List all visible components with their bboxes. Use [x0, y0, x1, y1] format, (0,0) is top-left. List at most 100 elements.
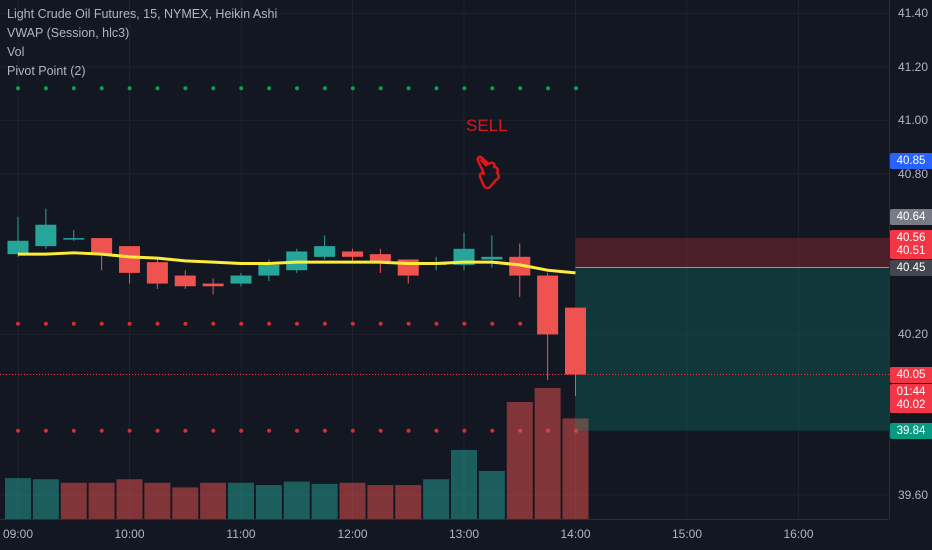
- pivot-dot: [406, 321, 411, 326]
- pivot-dot: [406, 428, 411, 433]
- pivot-dot: [378, 321, 383, 326]
- pivot-dot: [155, 321, 160, 326]
- candle-body: [7, 240, 29, 255]
- candle-body: [342, 251, 363, 257]
- pivot-dot: [462, 86, 467, 91]
- legend-symbol[interactable]: Light Crude Oil Futures, 15, NYMEX, Heik…: [7, 7, 278, 21]
- price-badge: 40.45: [890, 259, 932, 276]
- pivot-dot: [267, 321, 272, 326]
- pivot-dot: [350, 321, 355, 326]
- pivot-dot: [43, 321, 48, 326]
- pivot-dot: [378, 428, 383, 433]
- candle-body: [119, 246, 140, 273]
- legend-vwap[interactable]: VWAP (Session, hlc3): [7, 26, 130, 40]
- volume-bar: [562, 418, 589, 519]
- y-tick-label: 41.00: [898, 113, 929, 128]
- sell-annotation[interactable]: SELL: [466, 116, 508, 135]
- y-tick-label: 41.40: [898, 6, 929, 21]
- pivot-dot: [462, 428, 467, 433]
- pivot-dot: [71, 321, 76, 326]
- pivot-dot: [43, 86, 48, 91]
- pivot-dot: [99, 428, 104, 433]
- y-tick-label: 39.60: [898, 487, 929, 502]
- pivot-dot: [322, 321, 327, 326]
- volume-bar: [60, 482, 87, 519]
- pivot-dot: [99, 86, 104, 91]
- pivot-dot: [183, 86, 188, 91]
- candle-body: [258, 264, 280, 276]
- volume-bar: [283, 481, 310, 519]
- volume-bar: [88, 482, 115, 519]
- profit-target-zone: [575, 267, 889, 431]
- x-tick-label: 16:00: [783, 527, 814, 541]
- x-tick-label: 12:00: [337, 527, 368, 541]
- volume-bar: [144, 482, 171, 519]
- candle-body: [174, 275, 196, 287]
- pivot-dot: [127, 86, 132, 91]
- candle-body: [537, 275, 559, 335]
- pivot-dot: [350, 86, 355, 91]
- y-tick-label: 40.20: [898, 327, 929, 342]
- pivot-dot: [295, 321, 299, 326]
- pivot-dot: [155, 428, 160, 433]
- volume-bar: [339, 482, 366, 519]
- pivot-dot: [127, 428, 132, 433]
- pivot-dot: [267, 86, 272, 91]
- volume-bar: [255, 485, 282, 519]
- short-position-tool[interactable]: [575, 238, 890, 431]
- pivot-dot: [490, 321, 495, 326]
- candle-body: [369, 254, 391, 263]
- candle-body: [230, 275, 252, 284]
- price-badge: 01:44: [890, 383, 932, 400]
- volume-bar: [32, 479, 59, 519]
- volume-bar: [367, 485, 394, 519]
- candle-body: [91, 238, 113, 255]
- pivot-dot: [350, 428, 355, 433]
- pivot-dot: [378, 86, 383, 91]
- candle-body: [481, 256, 503, 260]
- legend-vol[interactable]: Vol: [7, 45, 25, 59]
- chart-legend: Light Crude Oil Futures, 15, NYMEX, Heik…: [7, 5, 277, 81]
- pivot-dot: [322, 428, 327, 433]
- pivot-dot: [127, 321, 132, 326]
- pivot-dot: [155, 86, 160, 91]
- volume-bar: [423, 479, 450, 519]
- pivot-dot: [434, 321, 439, 326]
- pivot-dot: [462, 321, 467, 326]
- pivot-dot: [574, 86, 578, 91]
- x-tick-label: 10:00: [114, 527, 145, 541]
- pivot-dot: [434, 428, 439, 433]
- candle-body: [63, 238, 85, 240]
- pivot-dot: [71, 428, 76, 433]
- pivot-dot: [295, 428, 299, 433]
- pivot-dot: [16, 321, 20, 326]
- volume-bar: [5, 478, 31, 519]
- candle-body: [35, 224, 57, 247]
- candle-body: [202, 283, 224, 287]
- x-tick-label: 09:00: [2, 527, 34, 541]
- vwap-line: [18, 251, 576, 275]
- volume-bars: [5, 387, 589, 519]
- candle-body: [565, 307, 586, 375]
- volume-bar: [311, 483, 338, 519]
- x-tick-label: 11:00: [226, 527, 256, 541]
- pivot-dot: [183, 321, 188, 326]
- price-badge: 40.02: [890, 397, 932, 414]
- pointing-hand-down-icon: [476, 155, 500, 190]
- pivot-dot: [406, 86, 411, 91]
- volume-bar: [478, 471, 505, 519]
- candles: [7, 208, 586, 396]
- legend-pivot[interactable]: Pivot Point (2): [7, 64, 86, 78]
- pivot-dot: [518, 321, 523, 326]
- x-tick-label: 13:00: [448, 527, 480, 541]
- pivot-dot: [434, 86, 439, 91]
- stop-loss-zone: [575, 238, 889, 268]
- pivot-dot: [322, 86, 327, 91]
- pivot-dot: [490, 428, 495, 433]
- pivot-dot: [16, 428, 20, 433]
- pivot-dot: [295, 86, 299, 91]
- pivot-dot: [239, 428, 244, 433]
- pivot-dot: [43, 428, 48, 433]
- pivot-dot: [239, 86, 244, 91]
